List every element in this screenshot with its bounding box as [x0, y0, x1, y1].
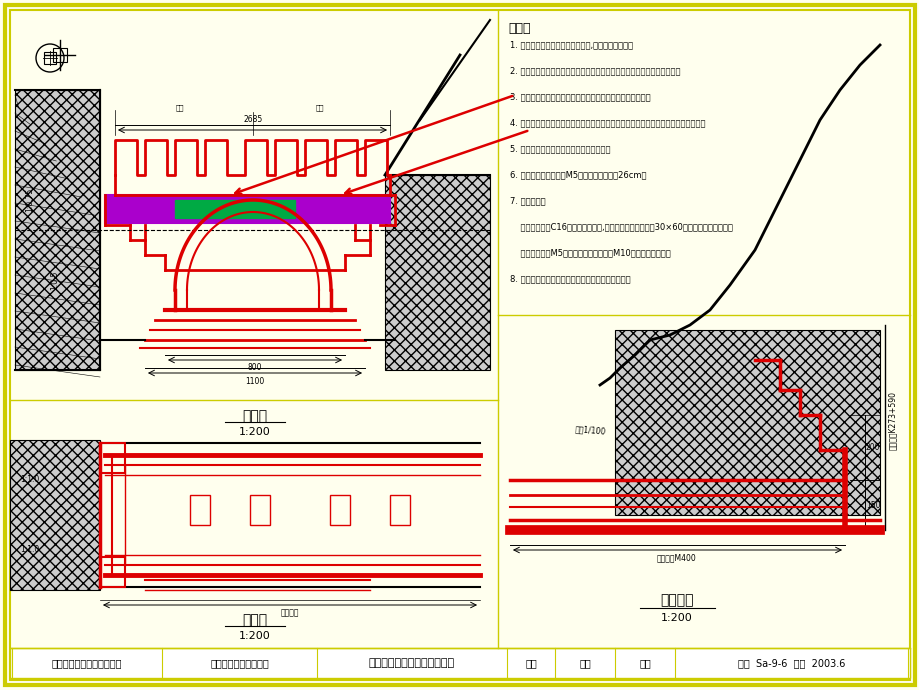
Text: 乐清市山老区联线公路: 乐清市山老区联线公路 [210, 658, 268, 668]
Text: 坡率1/100: 坡率1/100 [573, 424, 606, 436]
Text: 墙顶防水沟：M5水泥砂浆砌片石，并用M10水泥砂浆刮平地。: 墙顶防水沟：M5水泥砂浆砌片石，并用M10水泥砂浆刮平地。 [509, 248, 670, 257]
Text: 图幅标注M400: 图幅标注M400 [656, 553, 696, 562]
Text: 平面图: 平面图 [243, 613, 267, 627]
Polygon shape [384, 175, 490, 370]
Text: 1:0.75: 1:0.75 [26, 188, 35, 212]
Text: 1:200: 1:200 [661, 613, 692, 623]
Bar [390, 495, 410, 525]
Text: 延伸: 延伸 [315, 105, 323, 111]
Bar [105, 195, 390, 223]
Text: 5. 墙顶防水沟与洞顶截水沟（天沟）衔接。: 5. 墙顶防水沟与洞顶截水沟（天沟）衔接。 [509, 144, 610, 153]
Bar [10, 648, 909, 678]
Text: 审核: 审核 [639, 658, 650, 668]
Polygon shape [10, 440, 100, 590]
Text: 3. 隧道范围内的构筑应与洞口环节构动用同一材料整体灌注。: 3. 隧道范围内的构筑应与洞口环节构动用同一材料整体灌注。 [509, 92, 650, 101]
Bar [330, 495, 349, 525]
Text: 说明：: 说明： [507, 22, 530, 35]
Text: 墙体及翼墙：C16混凝土整体浇注,墙顶面用水色麻色岩及30×60青砂岩镶面（见正面图: 墙体及翼墙：C16混凝土整体浇注,墙顶面用水色麻色岩及30×60青砂岩镶面（见正… [509, 222, 732, 231]
Text: 6. 洞口边仰坡防护采用M5浆砌片石铺砌，厚26cm。: 6. 洞口边仰坡防护采用M5浆砌片石铺砌，厚26cm。 [509, 170, 646, 179]
Bar [44, 52, 56, 64]
Text: 200: 200 [865, 442, 879, 451]
Bar [53, 48, 67, 62]
Text: 1:0.5: 1:0.5 [51, 270, 60, 290]
Text: 出口桩号K273+590: 出口桩号K273+590 [887, 391, 895, 449]
Text: 1:200: 1:200 [239, 631, 270, 641]
Text: 复核: 复核 [578, 658, 590, 668]
Text: 1:1.0: 1:1.0 [20, 546, 40, 555]
Text: 温州市交通规划设计研究院: 温州市交通规划设计研究院 [51, 658, 122, 668]
Text: 图号  Sa-9-6  日期  2003.6: 图号 Sa-9-6 日期 2003.6 [737, 658, 845, 668]
Bar [175, 200, 295, 218]
Text: 1:1.0: 1:1.0 [20, 475, 40, 484]
Text: 雁荡山隧道进出口洞门设计图: 雁荡山隧道进出口洞门设计图 [369, 658, 455, 668]
Text: 4. 隧道出洞后，洞内水沟与洞外路基侧沟应拼接，洞外路基侧沟详见路基相关设计图，: 4. 隧道出洞后，洞内水沟与洞外路基侧沟应拼接，洞外路基侧沟详见路基相关设计图， [509, 118, 705, 127]
Text: 1. 本图尺寸除高程及桩号以米计外,其余均以厘米计。: 1. 本图尺寸除高程及桩号以米计外,其余均以厘米计。 [509, 40, 632, 49]
Text: 1:200: 1:200 [239, 427, 270, 437]
Bar [100, 443, 125, 473]
Text: 8. 说明未详尽处，参见相关设计图，裂缝及损窗等。: 8. 说明未详尽处，参见相关设计图，裂缝及损窗等。 [509, 274, 630, 283]
Text: 纵断面图: 纵断面图 [660, 593, 693, 607]
Text: 7. 建筑材料：: 7. 建筑材料： [509, 196, 545, 205]
Text: 2685: 2685 [244, 115, 262, 124]
Text: 1100: 1100 [245, 377, 265, 386]
Bar [100, 557, 125, 587]
Text: 正面图: 正面图 [243, 409, 267, 423]
Bar [190, 495, 210, 525]
Bar [250, 495, 269, 525]
Text: 设计: 设计 [525, 658, 537, 668]
Text: 800: 800 [247, 364, 262, 373]
Text: 延伸: 延伸 [176, 105, 184, 111]
Text: 图幅宽度: 图幅宽度 [280, 609, 299, 618]
Text: 150: 150 [865, 500, 879, 509]
Polygon shape [15, 90, 100, 370]
Polygon shape [614, 330, 879, 515]
Text: 2. 洞门范围内的构筑物构尺寸及建筑材料按图示面层整体构筑设计图办理。: 2. 洞门范围内的构筑物构尺寸及建筑材料按图示面层整体构筑设计图办理。 [509, 66, 680, 75]
